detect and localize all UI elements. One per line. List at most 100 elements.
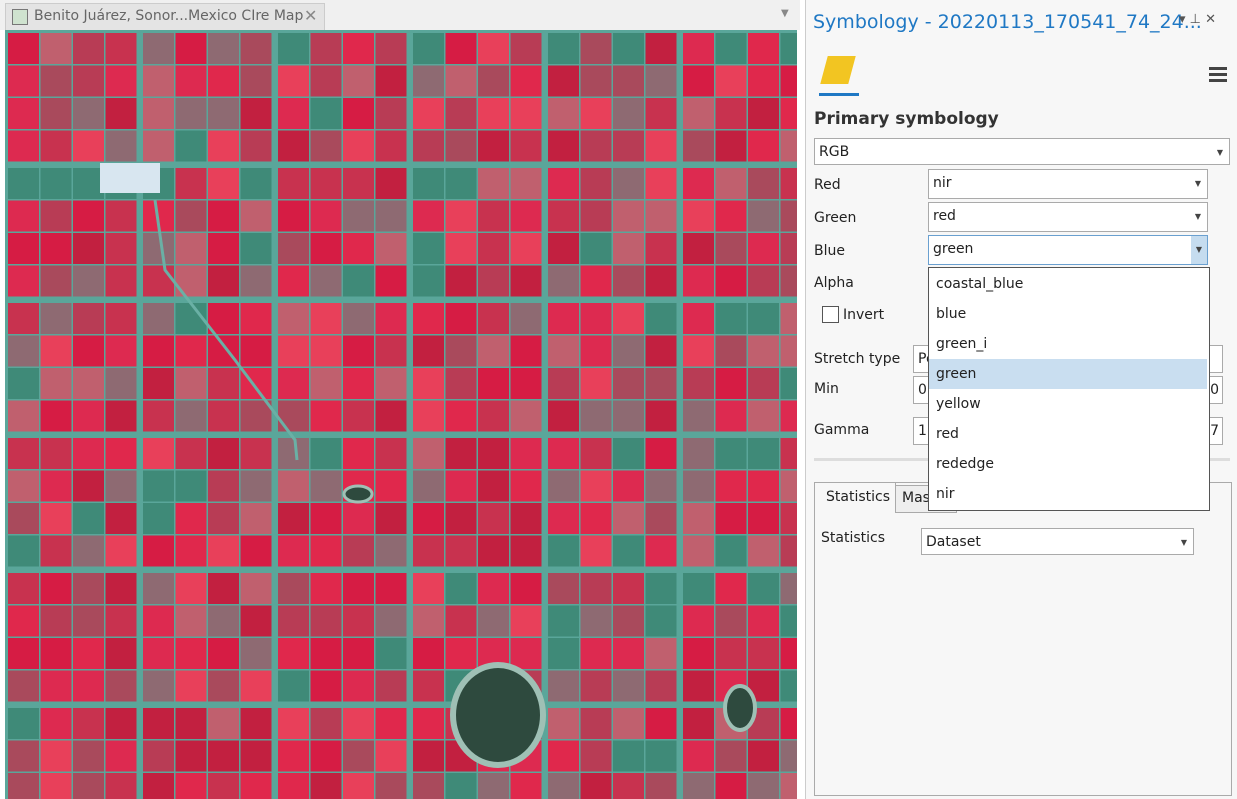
map-feature [40, 33, 72, 64]
map-feature [208, 605, 239, 637]
map-feature [105, 233, 137, 264]
map-feature [613, 605, 644, 637]
map-feature [580, 200, 612, 232]
band-select[interactable]: green ▼ [928, 235, 1208, 265]
pane-controls[interactable]: ▾ ⊥ ✕ [1179, 12, 1217, 27]
close[interactable]: ✕ [304, 6, 318, 25]
band-select[interactable]: red ▼ [928, 202, 1208, 232]
map-icon [12, 9, 28, 25]
map-feature [510, 200, 542, 232]
map-feature [445, 233, 477, 264]
map-feature [8, 65, 39, 97]
map-feature [278, 773, 309, 799]
tab-label: Mas [902, 490, 930, 506]
map-feature [645, 130, 677, 162]
map-feature [175, 438, 207, 469]
map-feature [510, 65, 542, 97]
map-feature [715, 265, 747, 297]
map-feature [375, 573, 407, 604]
statistics-select[interactable]: Dataset ▼ [921, 528, 1194, 555]
map-feature [715, 303, 747, 334]
map-feature [715, 573, 747, 604]
map-feature [780, 233, 797, 264]
map-feature [548, 233, 579, 264]
map-feature [343, 200, 374, 232]
map-feature [375, 605, 407, 637]
arrow: ▼ [1194, 179, 1201, 188]
map-feature [548, 573, 579, 604]
map-feature [8, 335, 39, 367]
band-select[interactable]: nir ▼ [928, 169, 1208, 199]
map-feature [143, 573, 174, 604]
map-feature [780, 168, 797, 199]
map-tab[interactable]: Benito Juárez, Sonor...Mexico CIre Map ✕ [5, 3, 325, 31]
map-feature [8, 438, 39, 469]
map-feature [73, 98, 104, 129]
map-feature [8, 168, 39, 199]
map-view[interactable] [5, 30, 797, 799]
dropdown-option[interactable]: green [929, 359, 1207, 389]
dropdown-option[interactable]: green_i [936, 336, 988, 352]
symbology-icon[interactable] [820, 56, 856, 84]
map-feature [510, 368, 542, 399]
map-feature [645, 200, 677, 232]
map-feature [343, 605, 374, 637]
tab-menu[interactable]: ▼ [781, 8, 789, 19]
dropdown-option[interactable]: yellow [936, 396, 981, 412]
tab-statistics[interactable]: Statistics [814, 482, 896, 513]
map-feature [645, 438, 677, 469]
dropdown-option[interactable]: nir [936, 486, 955, 502]
map-feature [208, 773, 239, 799]
map-feature [375, 438, 407, 469]
map-feature [175, 740, 207, 772]
map-feature [105, 335, 137, 367]
dropdown-option[interactable]: rededge [936, 456, 994, 472]
map-feature [413, 470, 444, 502]
map-feature [413, 605, 444, 637]
map-feature [240, 773, 272, 799]
dropdown-option[interactable]: red [936, 426, 959, 442]
map-feature [105, 438, 137, 469]
map-feature [240, 438, 272, 469]
invert-checkbox[interactable] [822, 306, 839, 323]
band-value: green [933, 241, 974, 257]
renderer-select[interactable]: RGB ▼ [814, 138, 1230, 165]
map-feature [375, 33, 407, 64]
map-feature [748, 130, 779, 162]
map-feature [548, 303, 579, 334]
map-feature [613, 265, 644, 297]
map-feature [143, 740, 174, 772]
map-feature [73, 33, 104, 64]
map-feature [780, 773, 797, 799]
map-feature [40, 573, 72, 604]
map-feature [748, 740, 779, 772]
menu[interactable] [1209, 67, 1227, 70]
map-feature [240, 740, 272, 772]
map-feature [683, 670, 714, 702]
map-feature [208, 168, 239, 199]
map-feature [240, 708, 272, 739]
map-feature [478, 503, 509, 534]
map-feature [310, 33, 342, 64]
map-feature [613, 670, 644, 702]
map-feature [780, 335, 797, 367]
map-feature [278, 470, 309, 502]
map-feature [445, 65, 477, 97]
map-feature [175, 708, 207, 739]
map-feature [715, 503, 747, 534]
map-feature [748, 303, 779, 334]
map-feature [240, 573, 272, 604]
map-feature [73, 535, 104, 567]
dropdown-option[interactable]: coastal_blue [936, 276, 1024, 292]
map-feature [375, 670, 407, 702]
map-feature [478, 470, 509, 502]
map-feature [715, 470, 747, 502]
dropdown-option[interactable]: blue [936, 306, 967, 322]
map-feature [645, 605, 677, 637]
map-feature [278, 368, 309, 399]
map-feature [105, 130, 137, 162]
map-feature [208, 638, 239, 669]
map-feature [413, 535, 444, 567]
map-feature [278, 605, 309, 637]
